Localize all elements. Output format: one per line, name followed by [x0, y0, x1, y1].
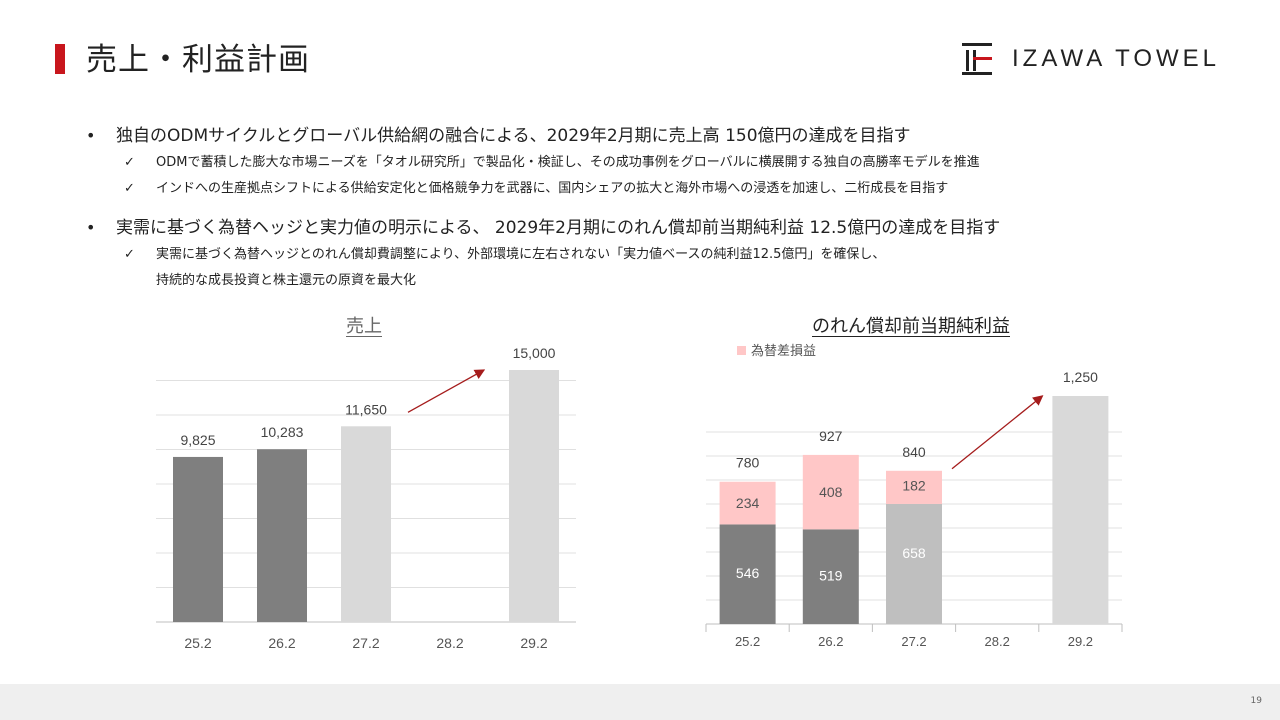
legend-swatch: [737, 346, 746, 355]
legend-label: 為替差損益: [751, 343, 816, 358]
x-tick-label: 26.2: [268, 635, 295, 651]
profit-chart-title: のれん償却前当期純利益: [812, 316, 1010, 337]
sales-bar: [341, 426, 391, 622]
sales-bar: [173, 456, 223, 622]
sub-bullet-continuation: 持続的な成長投資と株主還元の原資を最大化: [86, 268, 1206, 294]
profit-chart: 為替差損益 25.2 546 234 780 26.2 519 408 927 27.2 658 18…: [705, 343, 1123, 649]
x-tick-label: 26.2: [818, 634, 843, 649]
total-value-label: 840: [902, 444, 926, 460]
total-value-label: 780: [736, 455, 760, 471]
checkmark-icon: ✓: [124, 247, 135, 262]
growth-arrow: [951, 395, 1044, 470]
fx-gain-bar-segment: [886, 470, 942, 504]
footer-bar: 19: [0, 684, 1280, 720]
fx-gain-bar-segment: [719, 481, 776, 525]
segment-value-label: 408: [819, 484, 843, 500]
sub-bullet-item: ✓ インドへの生産拠点シフトによる供給安定化と価格競争力を武器に、国内シェアの拡…: [86, 176, 1206, 202]
x-tick-label: 29.2: [1068, 634, 1093, 649]
sub-bullet-text: インドへの生産拠点シフトによる供給安定化と価格競争力を武器に、国内シェアの拡大と…: [156, 181, 949, 196]
profit-bar-segment: [1052, 396, 1109, 624]
logo-mark-icon: [962, 43, 992, 75]
sales-chart: 25.2 9,825 26.2 10,283 27.2 11,650 28.2 29.2 15,…: [156, 345, 576, 651]
profit-bar-segment: [802, 529, 859, 624]
page-number: 19: [1250, 696, 1262, 706]
x-tick-label: 29.2: [520, 635, 547, 651]
x-tick-label: 28.2: [436, 635, 463, 651]
logo-text: IZAWA TOWEL: [1012, 45, 1221, 72]
bar-value-label: 10,283: [261, 424, 304, 440]
sales-bar: [257, 449, 307, 622]
segment-value-label: 519: [819, 568, 843, 584]
bullet-text: 独自のODMサイクルとグローバル供給網の融合による、2029年2月期に売上高 1…: [116, 126, 911, 146]
bar-value-label: 9,825: [180, 432, 215, 448]
sales-chart-title: 売上: [346, 316, 382, 337]
segment-value-label: 234: [736, 495, 760, 511]
bullet-item: • 実需に基づく為替ヘッジと実力値の明示による、 2029年2月期にのれん償却前…: [86, 214, 1206, 242]
sub-bullet-item: ✓ ODMで蓄積した膨大な市場ニーズを「タオル研究所」で製品化・検証し、その成功…: [86, 150, 1206, 176]
bullet-dot-icon: •: [86, 218, 96, 237]
company-logo: IZAWA TOWEL: [962, 42, 1220, 76]
sales-bar: [509, 370, 559, 622]
total-value-label: 1,250: [1063, 369, 1098, 385]
growth-arrow: [407, 369, 486, 413]
checkmark-icon: ✓: [124, 181, 135, 196]
x-tick-label: 27.2: [352, 635, 379, 651]
sub-bullet-text: ODMで蓄積した膨大な市場ニーズを「タオル研究所」で製品化・検証し、その成功事例…: [156, 155, 980, 170]
bar-value-label: 15,000: [513, 345, 556, 361]
sub-bullet-text: 実需に基づく為替ヘッジとのれん償却費調整により、外部環境に左右されない「実力値ベ…: [156, 247, 886, 262]
x-tick-label: 28.2: [985, 634, 1010, 649]
profit-bar-segment: [719, 524, 776, 624]
x-tick-label: 25.2: [184, 635, 211, 651]
segment-value-label: 546: [736, 565, 760, 581]
total-value-label: 927: [819, 428, 843, 444]
title-accent-bar: [55, 44, 65, 74]
bullet-dot-icon: •: [86, 126, 96, 145]
sub-bullet-item: ✓ 実需に基づく為替ヘッジとのれん償却費調整により、外部環境に左右されない「実力…: [86, 242, 1206, 268]
x-tick-label: 27.2: [901, 634, 926, 649]
profit-bar-segment: [886, 503, 942, 624]
checkmark-icon: ✓: [124, 155, 135, 170]
bullet-text: 実需に基づく為替ヘッジと実力値の明示による、 2029年2月期にのれん償却前当期…: [116, 218, 1001, 238]
x-tick-label: 25.2: [735, 634, 760, 649]
fx-gain-bar-segment: [802, 454, 859, 530]
bar-value-label: 11,650: [345, 401, 387, 417]
segment-value-label: 182: [902, 477, 926, 493]
sub-bullet-text: 持続的な成長投資と株主還元の原資を最大化: [156, 273, 417, 288]
segment-value-label: 658: [902, 545, 926, 561]
bullet-list: • 独自のODMサイクルとグローバル供給網の融合による、2029年2月期に売上高…: [86, 122, 1206, 294]
page-title: 売上・利益計画: [86, 42, 310, 78]
bullet-item: • 独自のODMサイクルとグローバル供給網の融合による、2029年2月期に売上高…: [86, 122, 1206, 150]
